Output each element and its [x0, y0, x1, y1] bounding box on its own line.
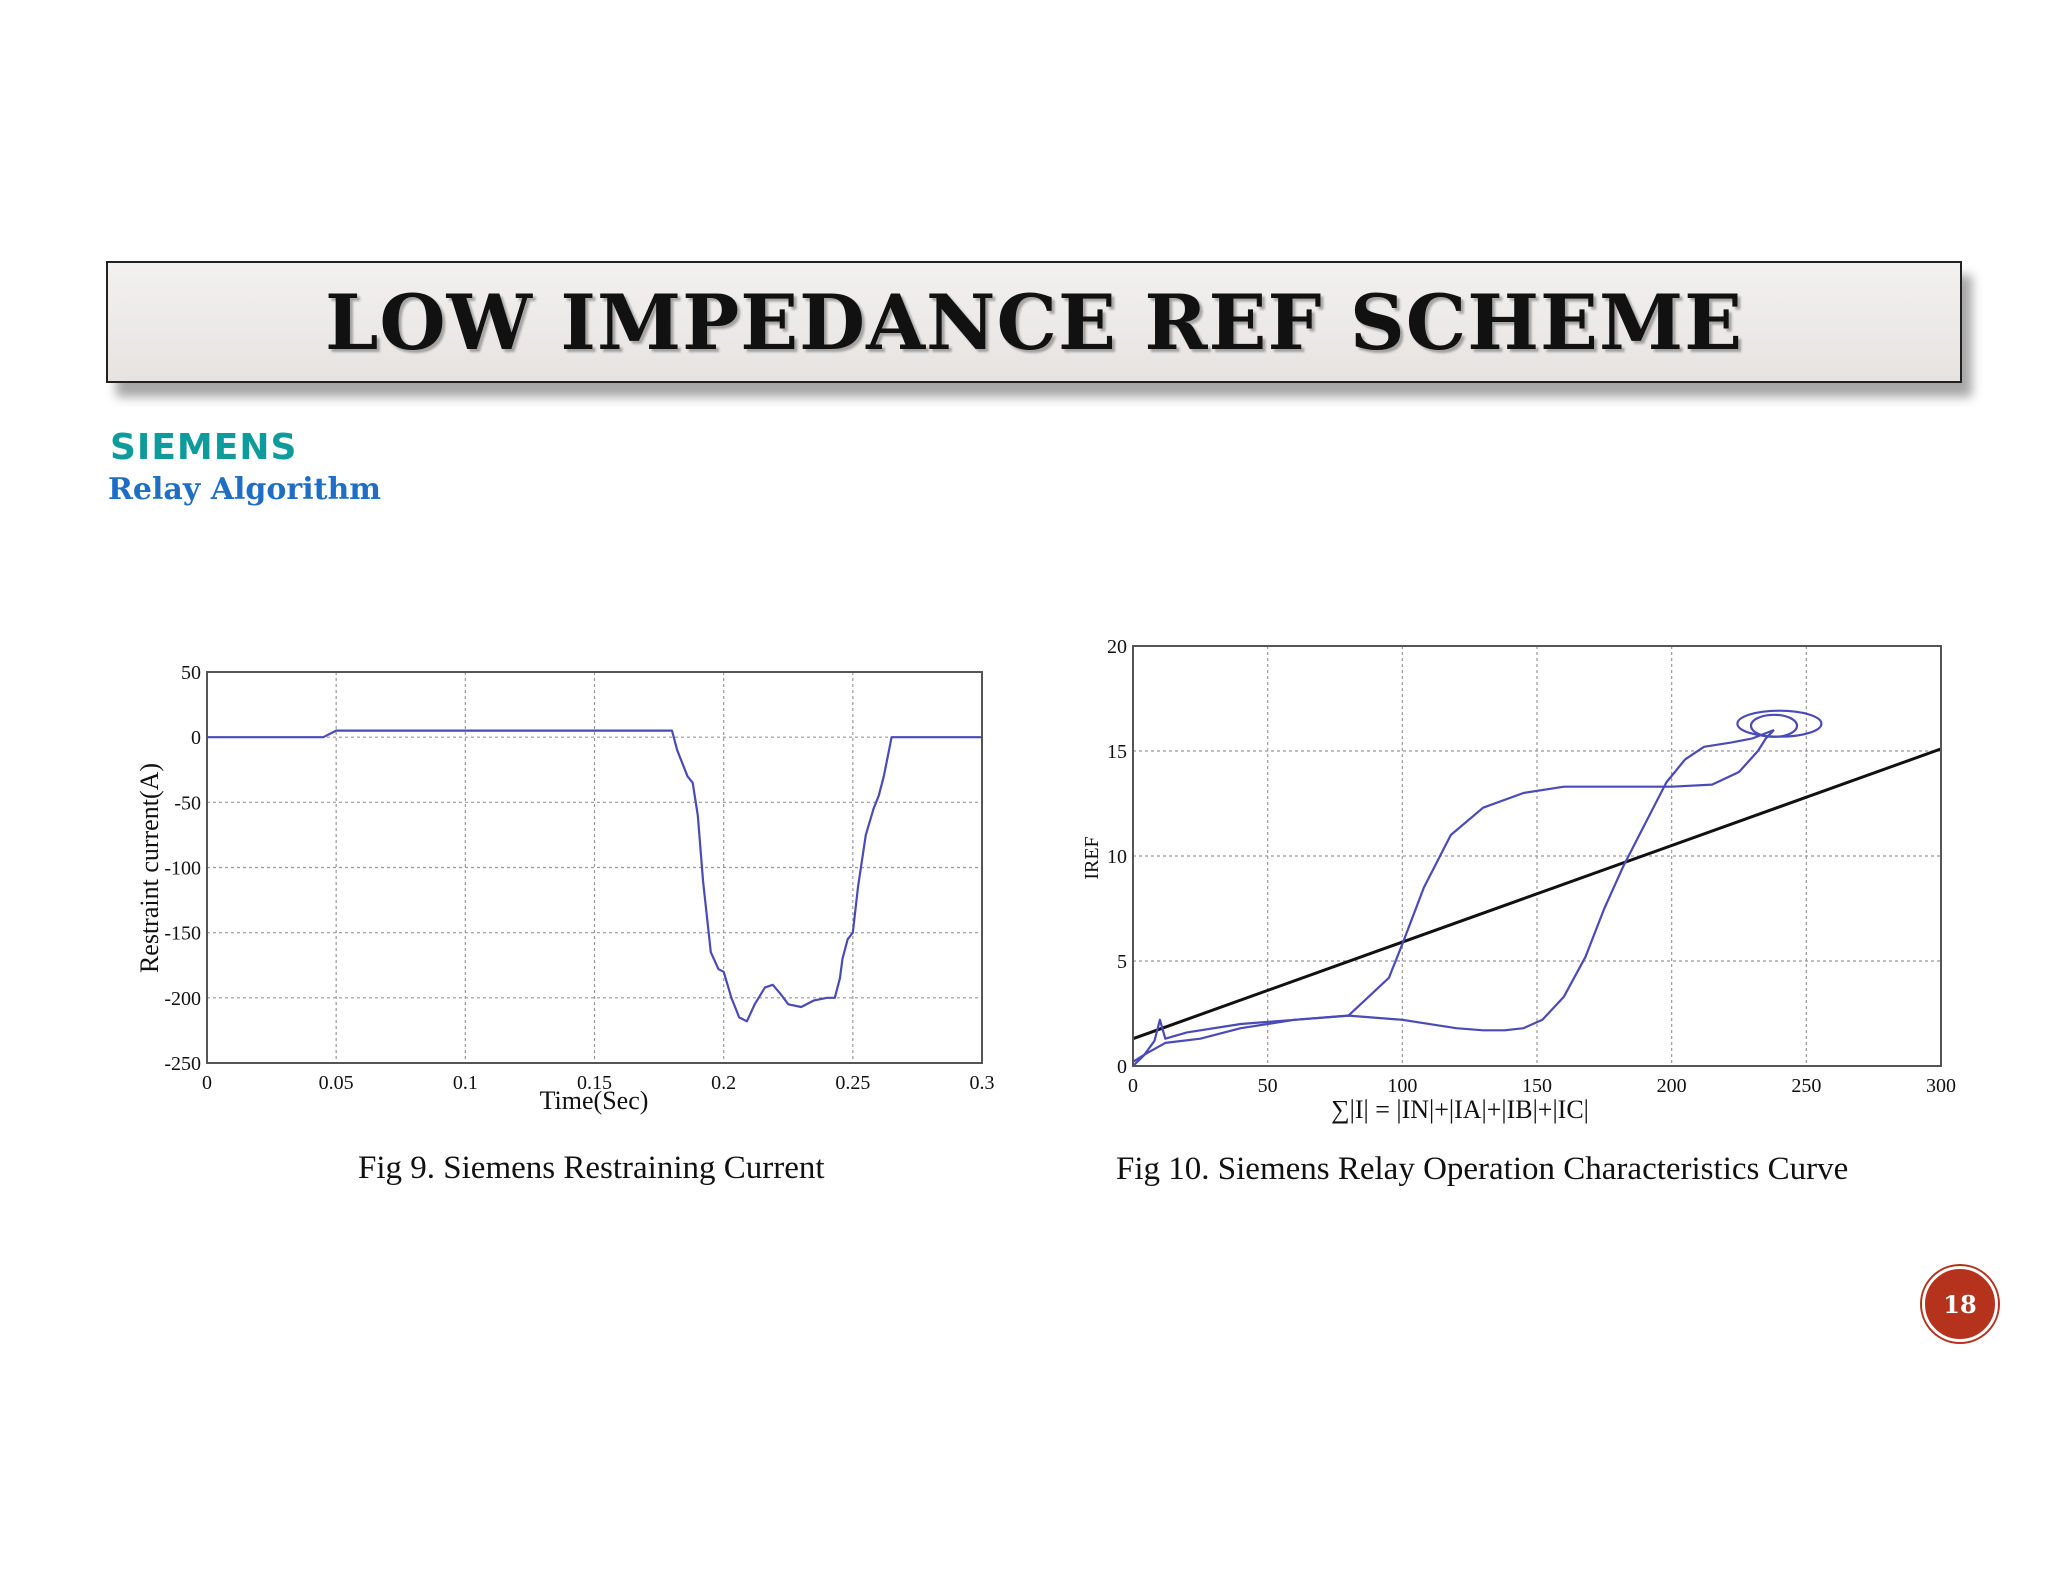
chart2-trajectory-loop-small	[1749, 713, 1799, 738]
chart1-xtick-label: 0.05	[319, 1072, 354, 1094]
chart2-series-line-3	[1132, 728, 1775, 1063]
page-number-badge: 18	[1922, 1266, 1998, 1342]
chart2-ytick-label: 20	[1107, 636, 1127, 658]
slide-subtitle: Relay Algorithm	[108, 472, 382, 507]
chart1-ytick-label: 50	[181, 662, 201, 684]
chart1-series-line-1	[207, 729, 982, 1023]
chart2-series	[1132, 709, 1942, 1067]
chart2-series-line-1	[1132, 747, 1942, 1041]
brand-name: SIEMENS	[110, 427, 298, 468]
chart1-frame	[206, 671, 983, 1064]
chart2-ytick-label: 15	[1107, 741, 1127, 763]
chart1-xtick-label: 0	[202, 1072, 212, 1094]
title-banner: LOW IMPEDANCE REF SCHEME	[106, 261, 1962, 383]
chart1-tick-labels: 0 0.05 0.1 0.15 0.2 0.25 0.3 50 0 -50 -100 -150 -200…	[164, 662, 994, 1094]
chart1-ytick-label: -150	[164, 923, 201, 945]
chart2-series-line-2	[1132, 729, 1775, 1067]
chart2-xtick-label: 50	[1258, 1075, 1278, 1097]
chart2-xlabel: ∑|I| = |IN|+|IA|+|IB|+|IC|	[1331, 1095, 1589, 1124]
chart1-xtick-label: 0.15	[577, 1072, 612, 1094]
chart1-ytick-label: -200	[164, 988, 201, 1010]
chart2-xtick-label: 0	[1128, 1075, 1138, 1097]
chart1-xtick-label: 0.2	[711, 1072, 736, 1094]
chart2-grid	[1133, 646, 1941, 1066]
chart1-ytick-label: -100	[164, 858, 201, 880]
chart2-ytick-label: 5	[1117, 951, 1127, 973]
figure-9-caption: Fig 9. Siemens Restraining Current	[358, 1150, 825, 1186]
chart1-xlabel: Time(Sec)	[540, 1086, 649, 1115]
chart2-xtick-label: 150	[1522, 1075, 1552, 1097]
chart2-ytick-label: 0	[1117, 1056, 1127, 1078]
chart1-ytick-label: -250	[164, 1053, 201, 1075]
chart1-ytick-label: 0	[191, 727, 201, 749]
chart1-grid	[207, 672, 982, 1063]
chart2-xtick-label: 250	[1791, 1075, 1821, 1097]
chart2-ylabel: IREF	[1081, 836, 1103, 879]
chart1-xtick-label: 0.1	[453, 1072, 478, 1094]
chart2-xtick-label: 300	[1926, 1075, 1956, 1097]
page-number: 18	[1943, 1289, 1977, 1319]
chart2-trajectory-loop-large	[1736, 709, 1823, 738]
chart2-frame	[1132, 645, 1942, 1067]
chart1-xtick-label: 0.25	[835, 1072, 870, 1094]
chart1-series	[207, 729, 982, 1023]
chart1-xtick-label: 0.3	[970, 1072, 995, 1094]
figure-10-caption: Fig 10. Siemens Relay Operation Characte…	[1116, 1151, 1849, 1187]
chart1-ylabel: Restraint current(A)	[135, 763, 164, 973]
chart2-xtick-label: 100	[1387, 1075, 1417, 1097]
chart2-ytick-label: 10	[1107, 846, 1127, 868]
chart1-ytick-label: -50	[174, 792, 201, 814]
slide-title: LOW IMPEDANCE REF SCHEME	[324, 277, 1744, 367]
chart2-xtick-label: 200	[1657, 1075, 1687, 1097]
